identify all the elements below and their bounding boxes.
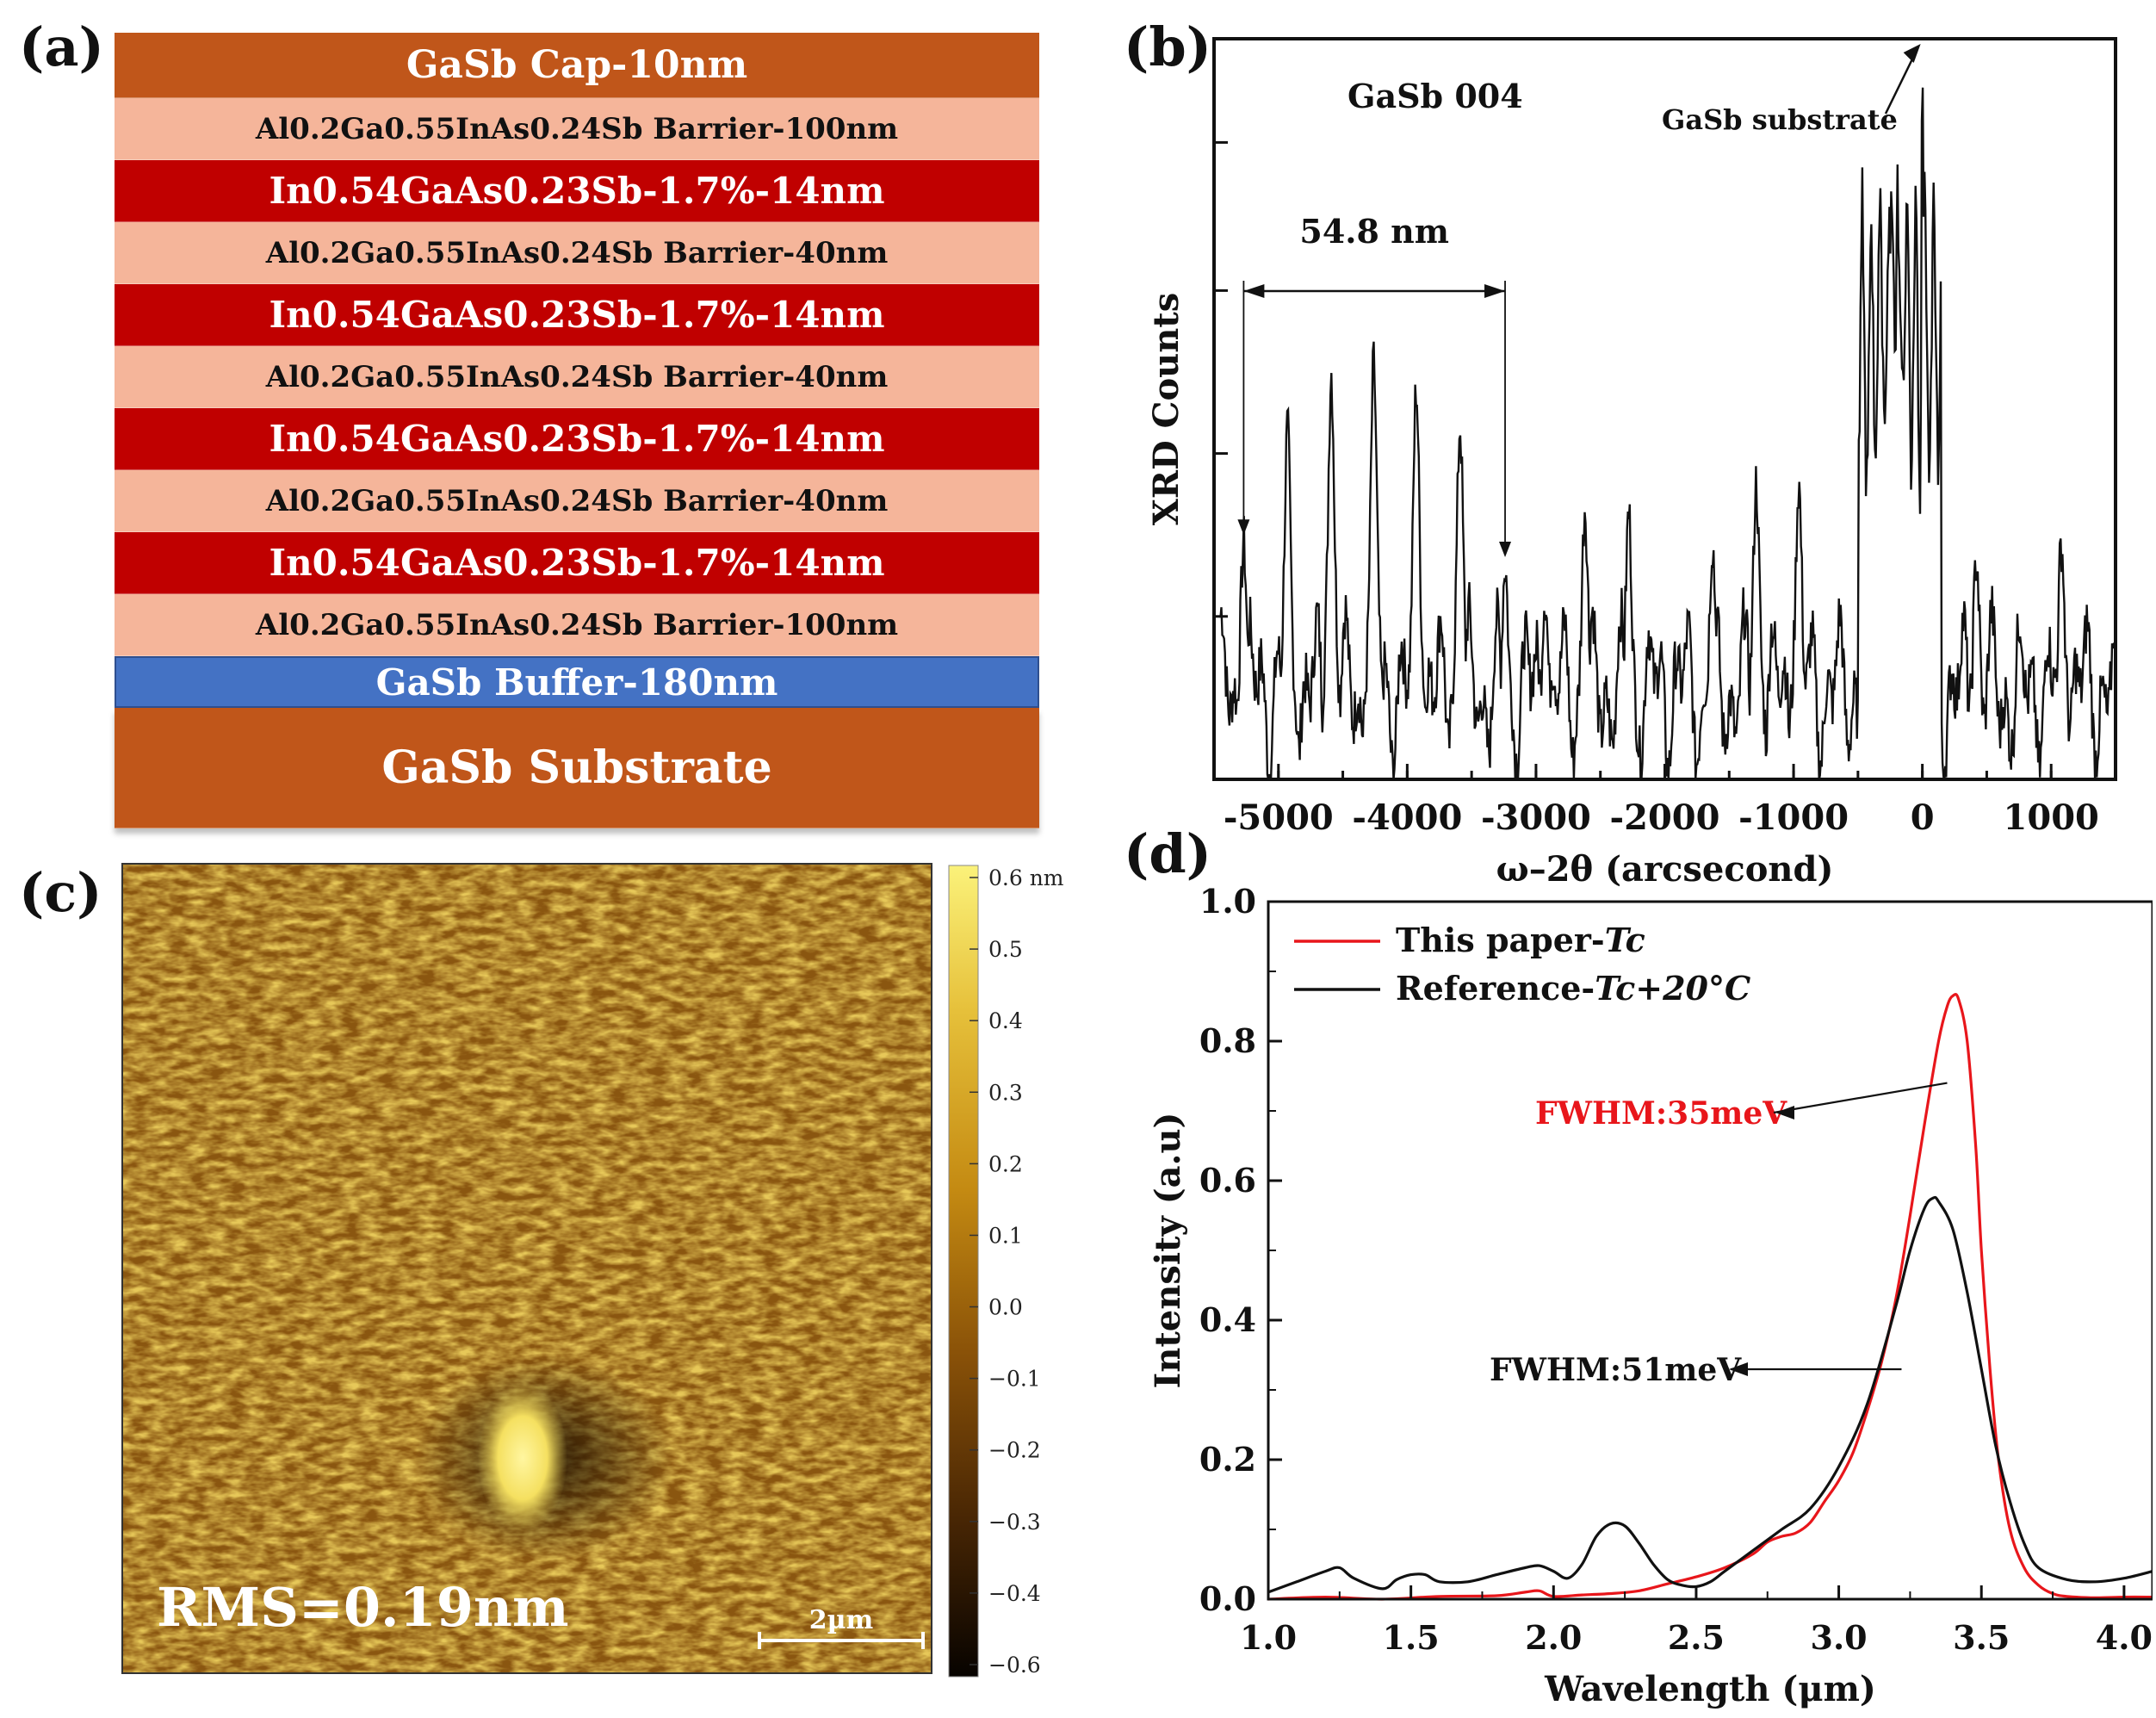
layer-well: In0.54GaAs0.23Sb-1.7%-14nm [115, 284, 1039, 346]
layer-label: In0.54GaAs0.23Sb-1.7%-14nm [269, 542, 885, 584]
x-tick-label: -3000 [1481, 797, 1591, 838]
colorbar-tick-label: 0.1 [988, 1223, 1023, 1248]
y-tick-label: 0.8 [1199, 1021, 1256, 1060]
layer-well: In0.54GaAs0.23Sb-1.7%-14nm [115, 408, 1039, 470]
colorbar-tick-label: −0.6 [988, 1653, 1041, 1678]
x-axis-label: Wavelength (μm) [1544, 1669, 1876, 1709]
x-tick-label: -5000 [1224, 797, 1334, 838]
colorbar-tick-label: 0.2 [988, 1151, 1023, 1176]
layer-buffer: GaSb Buffer-180nm [115, 656, 1039, 708]
annotation-fwhm-this-paper: FWHM:35meV [1535, 1095, 1787, 1132]
layer-label: GaSb Buffer-180nm [375, 661, 778, 704]
layer-well: In0.54GaAs0.23Sb-1.7%-14nm [115, 160, 1039, 222]
x-tick-label: 3.5 [1953, 1618, 2010, 1657]
y-tick-label: 0.2 [1199, 1440, 1256, 1479]
x-axis-label: ω–2θ (arcsecond) [1496, 849, 1834, 890]
layer-well: In0.54GaAs0.23Sb-1.7%-14nm [115, 532, 1039, 594]
colorbar-tick-label: −0.2 [988, 1438, 1041, 1463]
legend-label-italic: Tc+20°C [1595, 969, 1750, 1008]
layer-label: GaSb Substrate [381, 741, 772, 794]
period-arrow-right [1484, 284, 1506, 298]
colorbar-tick-label: 0.4 [988, 1008, 1023, 1033]
x-tick-label: 0 [1911, 797, 1935, 838]
panel-label-d: (d) [1124, 822, 1212, 885]
afm-frame [121, 863, 932, 1674]
layer-label: Al0.2Ga0.55InAs0.24Sb Barrier-40nm [265, 483, 889, 518]
colorbar [948, 865, 979, 1678]
colorbar-tick-label: 0.0 [988, 1295, 1023, 1320]
rms-label: RMS=0.19nm [157, 1576, 569, 1639]
x-tick-label: 2.0 [1525, 1618, 1582, 1657]
layer-label: In0.54GaAs0.23Sb-1.7%-14nm [269, 294, 885, 336]
layer-label: In0.54GaAs0.23Sb-1.7%-14nm [269, 170, 885, 212]
annotation-gasb-substrate: GaSb substrate [1662, 103, 1898, 136]
annotation-fwhm-reference: FWHM:51meV [1490, 1352, 1742, 1388]
layer-label: Al0.2Ga0.55InAs0.24Sb Barrier-40nm [265, 359, 889, 394]
y-tick-label: 1.0 [1199, 882, 1256, 921]
x-tick-label: -2000 [1610, 797, 1720, 838]
annotation-arrow [1773, 1082, 1948, 1114]
colorbar-tick-label: −0.4 [988, 1581, 1041, 1606]
layer-stack: GaSb Cap-10nm Al0.2Ga0.55InAs0.24Sb Barri… [115, 33, 1039, 828]
series-reference [1267, 1195, 2153, 1594]
y-axis-label: XRD Counts [1146, 293, 1186, 526]
x-tick-label: 1.0 [1240, 1618, 1297, 1657]
period-drop-arrow-right [1499, 542, 1512, 557]
layer-barrier: Al0.2Ga0.55InAs0.24Sb Barrier-40nm [115, 346, 1039, 408]
annotation-gasb-004: GaSb 004 [1348, 77, 1523, 115]
x-tick-label: 3.0 [1811, 1618, 1868, 1657]
panel-label-a: (a) [19, 16, 104, 78]
substrate-arrow-head [1903, 44, 1921, 63]
y-tick-label: 0.0 [1199, 1579, 1256, 1618]
layer-label: Al0.2Ga0.55InAs0.24Sb Barrier-100nm [255, 607, 899, 642]
scale-bar-label: 2µm [809, 1605, 874, 1635]
period-arrow-left [1243, 284, 1265, 298]
layer-barrier: Al0.2Ga0.55InAs0.24Sb Barrier-40nm [115, 470, 1039, 532]
x-tick-label: 4.0 [2096, 1618, 2153, 1657]
legend-label: Reference-Tc+20°C [1396, 969, 1750, 1008]
legend-label-italic: Tc [1605, 921, 1645, 959]
colorbar-tick-label: −0.3 [988, 1510, 1041, 1535]
series-this-paper [1267, 993, 2153, 1601]
y-tick-label: 0.4 [1199, 1300, 1256, 1339]
xrd-chart: -5000 -4000 -3000 -2000 -1000 0 1000 ω–2θ (arcs… [1146, 37, 2117, 890]
afm-image-panel: RMS=0.19nm 2µm 0.6 nm 0.5 0.4 0.3 0.2 0.1 0.0 −0.… [121, 863, 1064, 1678]
annotation-arrow-head [1775, 1106, 1794, 1119]
colorbar-tick-label: 0.3 [988, 1080, 1023, 1105]
xrd-trace [1219, 87, 2116, 781]
y-axis-label: Intensity (a.u) [1148, 1113, 1188, 1389]
x-tick-label: -1000 [1738, 797, 1849, 838]
colorbar-tick-label: 0.5 [988, 937, 1023, 962]
layer-cap: GaSb Cap-10nm [115, 33, 1039, 98]
colorbar-tick-label: −0.1 [988, 1367, 1041, 1392]
panel-label-b: (b) [1124, 16, 1212, 78]
layer-label: GaSb Cap-10nm [406, 43, 748, 87]
layer-barrier: Al0.2Ga0.55InAs0.24Sb Barrier-100nm [115, 594, 1039, 656]
layer-substrate: GaSb Substrate [115, 708, 1039, 828]
layer-barrier: Al0.2Ga0.55InAs0.24Sb Barrier-40nm [115, 222, 1039, 284]
legend-label-text: This paper- [1396, 921, 1605, 959]
layer-label: Al0.2Ga0.55InAs0.24Sb Barrier-40nm [265, 235, 889, 270]
pl-spectrum-chart: 1.0 1.5 2.0 2.5 3.0 3.5 4.0 0.0 0.2 0.4 0.6 0.8 1.0 W… [1148, 882, 2153, 1709]
period-drop-arrow-left [1237, 519, 1250, 536]
x-tick-label: -4000 [1352, 797, 1462, 838]
annotation-arrow-head [1729, 1362, 1748, 1376]
legend-label: This paper-Tc [1396, 921, 1645, 959]
annotation-period: 54.8 nm [1299, 212, 1449, 251]
legend-label-text: Reference- [1396, 969, 1595, 1008]
y-tick-label: 0.6 [1199, 1161, 1256, 1200]
layer-label: In0.54GaAs0.23Sb-1.7%-14nm [269, 418, 885, 460]
layer-label: Al0.2Ga0.55InAs0.24Sb Barrier-100nm [255, 111, 899, 146]
x-tick-label: 2.5 [1668, 1618, 1725, 1657]
layer-barrier: Al0.2Ga0.55InAs0.24Sb Barrier-100nm [115, 98, 1039, 160]
x-tick-label: 1000 [2004, 797, 2099, 838]
colorbar-tick-label: 0.6 nm [988, 865, 1064, 890]
x-tick-label: 1.5 [1383, 1618, 1440, 1657]
panel-label-c: (c) [19, 861, 102, 924]
afm-particle [478, 1382, 567, 1534]
